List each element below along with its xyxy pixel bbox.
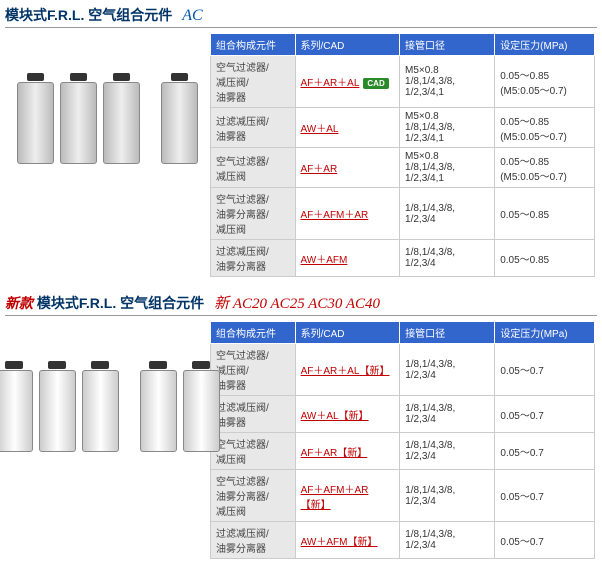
- cell-component: 空气过滤器/油雾分离器/减压阀: [211, 188, 296, 240]
- cell-port: 1/8,1/4,3/8,1/2,3/4: [400, 188, 495, 240]
- table-header: 接管口径: [400, 34, 495, 56]
- table-header: 系列/CAD: [295, 34, 400, 56]
- cell-series: AW＋AFM【新】: [295, 522, 400, 559]
- product-image-1: [5, 33, 210, 213]
- series-link[interactable]: AF＋AFM＋AR: [301, 210, 369, 221]
- cell-pressure: 0.05～0.85(M5:0.05～0.7): [495, 148, 595, 188]
- cell-component: 过滤减压阀/油雾分离器: [211, 240, 296, 277]
- title-new-2: 新 AC20 AC25 AC30 AC40: [214, 292, 380, 313]
- table-row: 过滤减压阀/油雾分离器 AW＋AFM 1/8,1/4,3/8,1/2,3/40.05…: [211, 240, 595, 277]
- cell-pressure: 0.05～0.85: [495, 240, 595, 277]
- series-link[interactable]: AW＋AL: [301, 411, 339, 422]
- title-accent-1: AC: [182, 7, 202, 25]
- table-row: 过滤减压阀/油雾器 AW＋AL M5×0.81/8,1/4,3/8,1/2,3/4,…: [211, 108, 595, 148]
- table-header: 组合构成元件: [211, 322, 296, 344]
- series-link[interactable]: AW＋AFM: [301, 255, 348, 266]
- table-row: 空气过滤器/油雾分离器/减压阀 AF＋AFM＋AR 1/8,1/4,3/8,1/2,…: [211, 188, 595, 240]
- cell-pressure: 0.05～0.7: [495, 433, 595, 470]
- cell-series: AF＋AFM＋AR 【新】: [295, 470, 400, 522]
- content-row-1: 组合构成元件系列/CAD接管口径设定压力(MPa) 空气过滤器/减压阀/油雾器A…: [5, 33, 597, 277]
- cell-component: 过滤减压阀/油雾器: [211, 108, 296, 148]
- cell-port: 1/8,1/4,3/8,1/2,3/4: [400, 433, 495, 470]
- cell-series: AF＋AFM＋AR: [295, 188, 400, 240]
- section-2-title: 新款 模块式F.R.L. 空气组合元件 新 AC20 AC25 AC30 AC4…: [5, 292, 597, 316]
- cell-component: 空气过滤器/减压阀/油雾器: [211, 56, 296, 108]
- cell-port: M5×0.81/8,1/4,3/8,1/2,3/4,1: [400, 56, 495, 108]
- cell-component: 空气过滤器/油雾分离器/减压阀: [211, 470, 296, 522]
- series-link[interactable]: AW＋AL: [301, 124, 339, 135]
- cell-pressure: 0.05～0.7: [495, 344, 595, 396]
- cell-component: 过滤减压阀/油雾器: [211, 396, 296, 433]
- section-1: 模块式F.R.L. 空气组合元件 AC 组合构成元件系列/CAD接管口径设定压力…: [5, 5, 597, 277]
- table-row: 空气过滤器/减压阀AF＋AR【新】1/8,1/4,3/8,1/2,3/40.05…: [211, 433, 595, 470]
- table-header: 组合构成元件: [211, 34, 296, 56]
- new-badge[interactable]: 【新】: [347, 537, 377, 548]
- cell-pressure: 0.05～0.85: [495, 188, 595, 240]
- table-header: 设定压力(MPa): [495, 34, 595, 56]
- spec-table-1: 组合构成元件系列/CAD接管口径设定压力(MPa) 空气过滤器/减压阀/油雾器A…: [210, 33, 595, 277]
- series-link[interactable]: AF＋AFM＋AR: [301, 485, 369, 496]
- cell-pressure: 0.05～0.7: [495, 396, 595, 433]
- cell-port: M5×0.81/8,1/4,3/8,1/2,3/4,1: [400, 148, 495, 188]
- table-row: 过滤减压阀/油雾器AW＋AL【新】1/8,1/4,3/8,1/2,3/40.05…: [211, 396, 595, 433]
- cell-pressure: 0.05～0.85(M5:0.05～0.7): [495, 56, 595, 108]
- cad-badge[interactable]: CAD: [363, 78, 388, 89]
- cell-port: 1/8,1/4,3/8,1/2,3/4: [400, 470, 495, 522]
- series-link[interactable]: AF＋AR: [301, 164, 338, 175]
- table-row: 空气过滤器/油雾分离器/减压阀 AF＋AFM＋AR 【新】 1/8,1/4,3/8,1…: [211, 470, 595, 522]
- cell-port: 1/8,1/4,3/8,1/2,3/4: [400, 522, 495, 559]
- product-image-2: [5, 321, 210, 501]
- cell-series: AF＋AR【新】: [295, 433, 400, 470]
- cell-component: 空气过滤器/减压阀/油雾器: [211, 344, 296, 396]
- content-row-2: 组合构成元件系列/CAD接管口径设定压力(MPa) 空气过滤器/减压阀/油雾器A…: [5, 321, 597, 559]
- cell-port: 1/8,1/4,3/8,1/2,3/4: [400, 396, 495, 433]
- cell-pressure: 0.05～0.7: [495, 522, 595, 559]
- title-prefix-2: 新款 模块式F.R.L. 空气组合元件: [5, 293, 204, 313]
- new-badge[interactable]: 【新】: [337, 448, 367, 459]
- new-badge[interactable]: 【新】: [339, 411, 369, 422]
- section-1-title: 模块式F.R.L. 空气组合元件 AC: [5, 5, 597, 28]
- cell-port: 1/8,1/4,3/8,1/2,3/4: [400, 240, 495, 277]
- title-main-1: 模块式F.R.L. 空气组合元件: [5, 5, 172, 25]
- cell-component: 空气过滤器/减压阀: [211, 433, 296, 470]
- table-row: 空气过滤器/减压阀/油雾器AF＋AR＋AL【新】1/8,1/4,3/8,1/2,…: [211, 344, 595, 396]
- cell-series: AW＋AL【新】: [295, 396, 400, 433]
- cell-series: AW＋AL: [295, 108, 400, 148]
- table-header: 设定压力(MPa): [495, 322, 595, 344]
- table-header: 接管口径: [400, 322, 495, 344]
- series-link[interactable]: AF＋AR: [301, 448, 338, 459]
- new-badge[interactable]: 【新】: [359, 366, 389, 377]
- table-header: 系列/CAD: [295, 322, 400, 344]
- series-link[interactable]: AF＋AR＋AL: [301, 366, 360, 377]
- table-row: 空气过滤器/减压阀 AF＋AR M5×0.81/8,1/4,3/8,1/2,3/4,…: [211, 148, 595, 188]
- cell-component: 空气过滤器/减压阀: [211, 148, 296, 188]
- series-link[interactable]: AW＋AFM: [301, 537, 348, 548]
- cell-series: AF＋AR＋ALCAD: [295, 56, 400, 108]
- cell-series: AF＋AR＋AL【新】: [295, 344, 400, 396]
- series-link[interactable]: AF＋AR＋AL: [301, 78, 360, 89]
- cell-series: AW＋AFM: [295, 240, 400, 277]
- cell-port: M5×0.81/8,1/4,3/8,1/2,3/4,1: [400, 108, 495, 148]
- cell-port: 1/8,1/4,3/8,1/2,3/4: [400, 344, 495, 396]
- cell-pressure: 0.05～0.85(M5:0.05～0.7): [495, 108, 595, 148]
- table-row: 过滤减压阀/油雾分离器AW＋AFM【新】1/8,1/4,3/8,1/2,3/40…: [211, 522, 595, 559]
- cell-pressure: 0.05～0.7: [495, 470, 595, 522]
- cell-series: AF＋AR: [295, 148, 400, 188]
- spec-table-2: 组合构成元件系列/CAD接管口径设定压力(MPa) 空气过滤器/减压阀/油雾器A…: [210, 321, 595, 559]
- cell-component: 过滤减压阀/油雾分离器: [211, 522, 296, 559]
- section-2: 新款 模块式F.R.L. 空气组合元件 新 AC20 AC25 AC30 AC4…: [5, 292, 597, 559]
- new-badge[interactable]: 【新】: [301, 500, 331, 511]
- table-row: 空气过滤器/减压阀/油雾器AF＋AR＋ALCADM5×0.81/8,1/4,3/…: [211, 56, 595, 108]
